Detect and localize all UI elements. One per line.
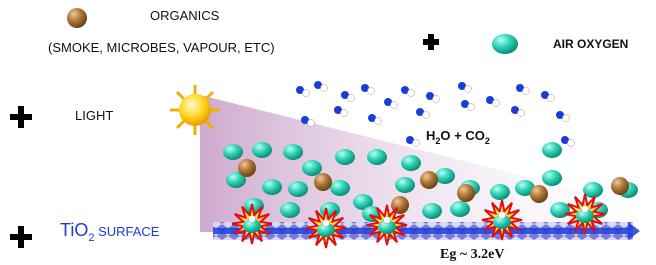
h2o-atom	[423, 112, 430, 119]
text: TiO	[60, 220, 88, 240]
h2o-atom	[368, 88, 375, 95]
h2o-atom	[548, 95, 555, 102]
plus-sign	[423, 34, 439, 50]
organic-molecule	[457, 184, 475, 202]
products-label: H2O + CO2	[426, 128, 490, 146]
oxygen-molecule	[450, 201, 470, 217]
h2o-atom	[582, 206, 589, 213]
oxygen-molecule	[320, 202, 340, 218]
photocatalysis-diagram: ORGANICS (SMOKE, MICROBES, VAPOUR, ETC) …	[0, 0, 656, 265]
h2o-atom	[568, 140, 575, 147]
oxygen-molecule	[422, 203, 442, 219]
h2o-atom	[249, 216, 256, 223]
oxygen-molecule	[283, 144, 303, 160]
h2o-atom	[493, 100, 500, 107]
h2o-atom	[518, 110, 525, 117]
h2o-atom	[303, 90, 310, 97]
oxygen-molecule	[395, 177, 415, 193]
h2o-atom	[323, 220, 330, 227]
organic-molecule	[530, 185, 548, 203]
plus-sign	[10, 226, 32, 248]
oxygen-molecule	[542, 142, 562, 158]
organic-molecule	[420, 171, 438, 189]
h2o-atom	[433, 96, 440, 103]
h2o-atom	[563, 115, 570, 122]
h2o-atom	[408, 90, 415, 97]
h2o-atom	[499, 212, 506, 219]
text: 2	[485, 136, 490, 146]
text: H	[426, 128, 435, 143]
h2o-atom	[413, 140, 420, 147]
oxygen-molecule	[435, 168, 455, 184]
h2o-atom	[465, 86, 472, 93]
oxygen-molecule	[401, 155, 421, 171]
h2o-atom	[384, 217, 391, 224]
surface-label: TiO2 SURFACE	[60, 220, 160, 244]
band-gap-label: Eg ~ 3.2eV	[440, 247, 504, 262]
oxygen-molecule	[542, 170, 562, 186]
organics-examples: (SMOKE, MICROBES, VAPOUR, ETC)	[48, 40, 275, 55]
h2o-atom	[341, 110, 348, 117]
h2o-atom	[308, 120, 315, 127]
organic-molecule	[611, 177, 629, 195]
oxygen-molecule	[288, 181, 308, 197]
oxygen-molecule	[302, 160, 322, 176]
h2o-atom	[468, 104, 475, 111]
oxygen-molecule	[550, 202, 570, 218]
h2o-atom	[391, 102, 398, 109]
oxygen-molecule	[262, 179, 282, 195]
organics-label: ORGANICS	[150, 8, 220, 23]
h2o-atom	[348, 95, 355, 102]
oxygen-icon	[492, 34, 518, 54]
oxygen-molecule	[280, 202, 300, 218]
oxygen-molecule	[335, 149, 355, 165]
h2o-atom	[321, 85, 328, 92]
h2o-atom	[523, 88, 530, 95]
h2o-atom	[375, 118, 382, 125]
text: SURFACE	[94, 224, 159, 239]
plus-sign	[10, 106, 32, 128]
sun	[170, 85, 220, 135]
organic-molecule	[238, 159, 256, 177]
oxygen-molecule	[330, 180, 350, 196]
text: O + CO	[440, 128, 484, 143]
oxygen-molecule	[223, 144, 243, 160]
oxygen-molecule	[252, 142, 272, 158]
air-oxygen-label: AIR OXYGEN	[553, 37, 628, 51]
light-label: LIGHT	[75, 108, 113, 123]
organic-icon	[67, 8, 87, 28]
organic-molecule	[314, 173, 332, 191]
oxygen-molecule	[490, 184, 510, 200]
oxygen-molecule	[367, 149, 387, 165]
